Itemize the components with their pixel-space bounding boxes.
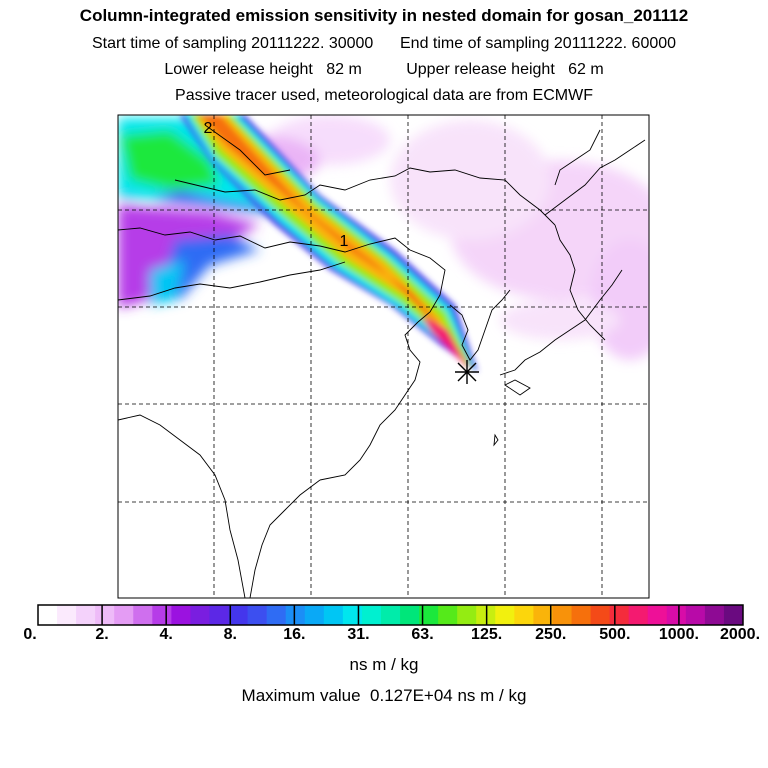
colorbar-swatch [495, 605, 515, 625]
coastlines [118, 124, 646, 598]
colorbar-tick-label: 0. [23, 626, 37, 643]
colorbar-tick-label: 4. [159, 626, 173, 643]
colorbar-swatch [228, 605, 248, 625]
colorbar-swatch [361, 605, 382, 625]
sensitivity-field [118, 115, 649, 372]
figure-title: Column-integrated emission sensitivity i… [79, 6, 689, 25]
colorbar-swatch [76, 605, 96, 625]
colorbar-swatch [190, 605, 210, 625]
colorbar-tick-label: 16. [283, 626, 306, 643]
colorbar-tick-label: 2000. [719, 626, 761, 643]
colorbar-swatch [209, 605, 229, 625]
map-frame [117, 114, 650, 599]
colorbar-swatch [285, 605, 306, 625]
plume-age-label-2: 2 [204, 120, 213, 137]
colorbar-swatch [533, 605, 553, 625]
colorbar-swatch [133, 605, 153, 625]
colorbar-swatch [342, 605, 363, 625]
colorbar-swatch [457, 605, 477, 625]
colorbar-tick-label: 31. [347, 626, 370, 643]
colorbar-swatch [95, 605, 115, 625]
colorbar [37, 604, 744, 626]
colorbar-swatch [380, 605, 401, 625]
colorbar-swatch [266, 605, 287, 625]
tracer-info: Passive tracer used, meteorological data… [175, 87, 593, 104]
colorbar-swatch [571, 605, 591, 625]
colorbar-tick-label: 8. [223, 626, 237, 643]
colorbar-swatch [704, 605, 725, 625]
colorbar-tick-label: 125. [471, 626, 503, 643]
colorbar-frame [37, 604, 744, 626]
colorbar-units: ns m / kg [349, 655, 419, 674]
colorbar-swatch [514, 605, 534, 625]
colorbar-swatch [609, 605, 630, 625]
colorbar-swatch [304, 605, 325, 625]
colorbar-swatch [647, 605, 668, 625]
maximum-value: Maximum value 0.127E+04 ns m / kg [241, 686, 527, 705]
colorbar-tick-label: 2. [95, 626, 109, 643]
colorbar-swatch [723, 605, 744, 625]
colorbar-swatch [247, 605, 268, 625]
colorbar-swatch [171, 605, 191, 625]
colorbar-swatch [685, 605, 706, 625]
plume-age-label-1: 1 [340, 233, 349, 250]
colorbar-swatch [323, 605, 344, 625]
colorbar-swatch [438, 605, 458, 625]
colorbar-swatch [628, 605, 649, 625]
colorbar-swatch [419, 605, 439, 625]
colorbar-swatch [57, 605, 77, 625]
colorbar-swatch [152, 605, 172, 625]
colorbar-tick-label: 1000. [658, 626, 699, 643]
release-heights: Lower release height 82 m Upper release … [164, 61, 604, 78]
colorbar-tick-label: 63. [411, 626, 434, 643]
sampling-times: Start time of sampling 20111222. 30000 E… [91, 35, 677, 52]
colorbar-tick-label: 500. [599, 626, 631, 643]
colorbar-tick-label: 250. [535, 626, 567, 643]
asterisk-icon [455, 360, 479, 384]
colorbar-swatch [114, 605, 134, 625]
colorbar-swatch [552, 605, 572, 625]
graticule [118, 115, 649, 598]
colorbar-swatch [38, 605, 58, 625]
colorbar-swatch [400, 605, 420, 625]
colorbar-swatch [590, 605, 611, 625]
colorbar-swatch [666, 605, 687, 625]
